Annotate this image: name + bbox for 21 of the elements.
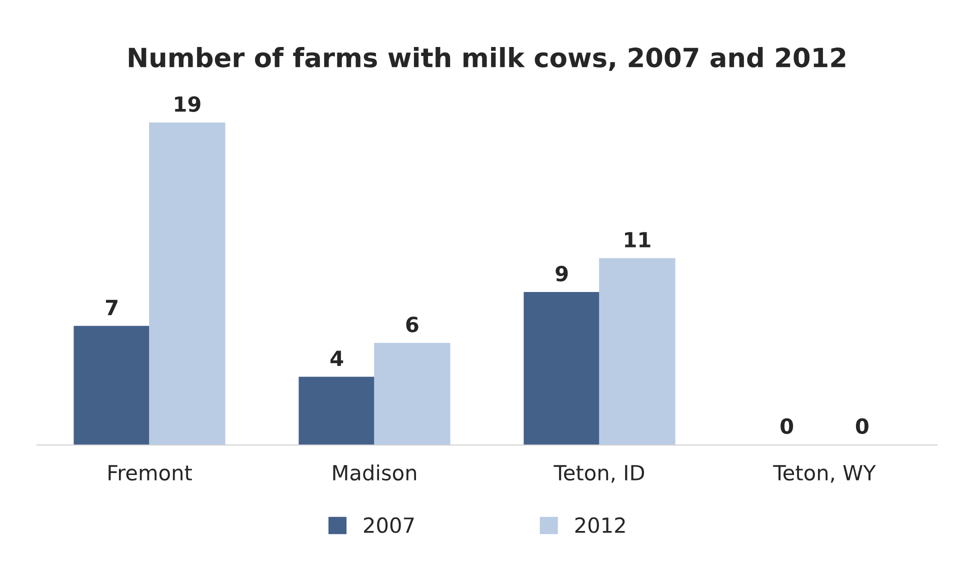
legend-label: 2007: [364, 517, 414, 534]
bar: [298, 376, 375, 445]
legend-label: 2012: [575, 517, 625, 534]
bar: [599, 258, 676, 445]
chart-title: Number of farms with milk cows, 2007 and 2012: [128, 47, 846, 71]
data-label: 19: [175, 96, 200, 112]
x-tick-label: Teton, WY: [773, 465, 876, 483]
data-label: 0: [856, 418, 868, 434]
x-tick-label: Fremont: [108, 465, 192, 481]
x-tick-label: Teton, ID: [554, 465, 644, 483]
data-label: 7: [106, 300, 118, 316]
data-label: 9: [556, 266, 568, 282]
data-label: 11: [625, 232, 650, 248]
bar: [74, 326, 150, 445]
data-label: 0: [780, 418, 794, 434]
bar: [524, 292, 600, 445]
data-label: 6: [406, 316, 418, 332]
x-tick-label: Madison: [333, 464, 416, 481]
data-label: 4: [330, 350, 344, 366]
bar: [374, 342, 450, 445]
bar: [149, 122, 226, 445]
